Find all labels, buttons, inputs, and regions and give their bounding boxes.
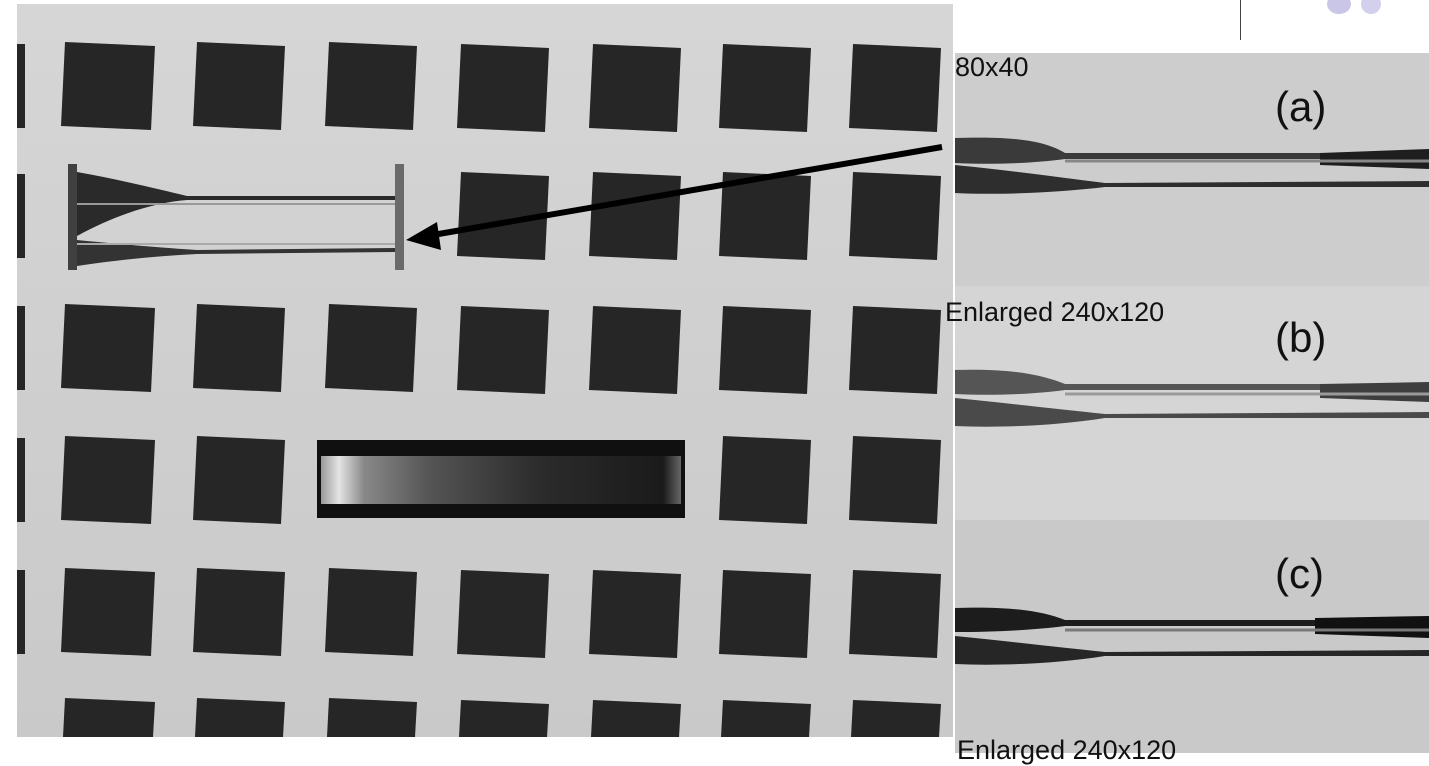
panel-a: (a) bbox=[955, 53, 1429, 286]
label-80x40: 80x40 bbox=[955, 52, 1029, 82]
panel-c-letter: (c) bbox=[1275, 550, 1324, 597]
logo-icon bbox=[1327, 0, 1381, 14]
edge-target bbox=[68, 164, 404, 270]
label-enlarged-b: Enlarged 240x120 bbox=[945, 297, 1165, 327]
panel-a-graphic bbox=[955, 53, 1429, 286]
calibration-grid-image bbox=[17, 4, 953, 737]
calibration-grid-graphic bbox=[17, 42, 943, 737]
pointer-arrow bbox=[406, 144, 943, 250]
label-enlarged-c: Enlarged 240x120 bbox=[957, 735, 1177, 765]
panel-b: (b) bbox=[955, 286, 1429, 520]
panel-b-graphic bbox=[955, 286, 1429, 520]
panel-b-letter: (b) bbox=[1275, 314, 1327, 361]
panel-c: (c) bbox=[955, 520, 1429, 753]
panel-c-graphic bbox=[955, 520, 1429, 753]
slide-divider bbox=[1240, 0, 1241, 40]
grid-squares bbox=[17, 42, 941, 737]
panel-a-letter: (a) bbox=[1275, 83, 1327, 130]
